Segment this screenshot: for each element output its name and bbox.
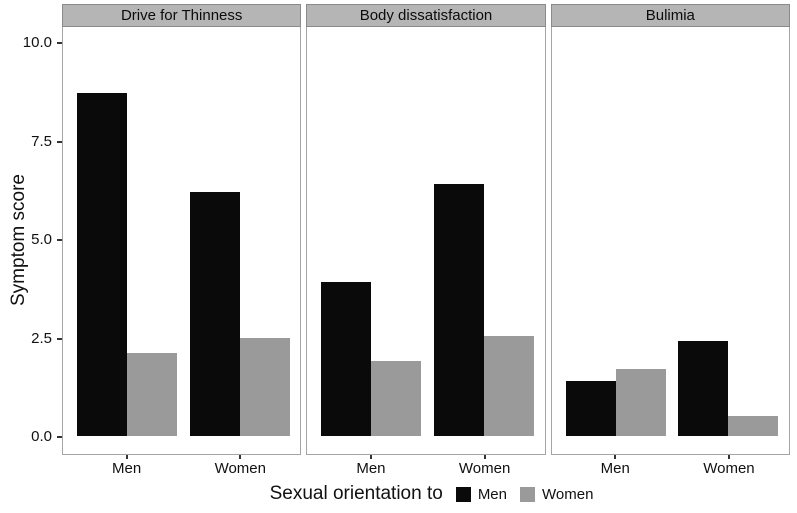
y-tick-label: 2.5 bbox=[31, 329, 52, 347]
y-tick-mark bbox=[57, 337, 62, 340]
y-tick-mark bbox=[57, 140, 62, 143]
bar-women-women bbox=[239, 337, 290, 436]
facet-plot-area bbox=[550, 27, 790, 455]
legend-item-women: Women bbox=[520, 486, 593, 503]
bar-men-men bbox=[565, 380, 616, 436]
facet-panel: Bulimia Men Women bbox=[550, 4, 790, 483]
legend-label-men: Men bbox=[477, 485, 507, 503]
bar-men-men bbox=[321, 282, 372, 436]
bar-women-men bbox=[434, 183, 485, 436]
x-tick-label: Women bbox=[214, 460, 266, 477]
facet-x-axis: Men Women bbox=[551, 455, 790, 483]
facet-panels: Drive for Thinness Men Women Body dissatisf… bbox=[62, 4, 790, 483]
x-tick-mark bbox=[483, 455, 486, 459]
legend: Sexual orientation to Men Women bbox=[0, 483, 797, 505]
bar-men-women bbox=[615, 369, 666, 436]
facet-title: Body dissatisfaction bbox=[306, 4, 546, 27]
facet-panel: Drive for Thinness Men Women bbox=[62, 4, 302, 483]
facet-plot-area bbox=[62, 27, 302, 455]
facet-title: Drive for Thinness bbox=[62, 4, 302, 27]
legend-item-men: Men bbox=[455, 485, 507, 503]
bar-women-women bbox=[484, 335, 535, 436]
y-tick-label: 0.0 bbox=[31, 428, 52, 445]
facet-title: Bulimia bbox=[550, 4, 790, 27]
legend-swatch-men-icon bbox=[455, 486, 471, 502]
legend-label-women: Women bbox=[542, 485, 594, 503]
bar-men-women bbox=[127, 353, 178, 436]
y-tick-mark bbox=[57, 42, 62, 44]
y-tick-label: 10.0 bbox=[22, 34, 52, 51]
bar-women-women bbox=[728, 416, 779, 436]
x-tick-label: Women bbox=[703, 460, 755, 477]
x-tick-label: Men bbox=[600, 460, 630, 477]
y-tick-mark bbox=[57, 436, 62, 438]
x-tick-label: Women bbox=[458, 460, 511, 477]
bar-women-men bbox=[189, 191, 240, 436]
facet-x-axis: Men Women bbox=[62, 455, 301, 483]
legend-swatch-women-icon bbox=[520, 486, 535, 502]
y-tick-label: 5.0 bbox=[31, 231, 52, 248]
bar-men-women bbox=[371, 361, 422, 436]
x-tick-mark bbox=[369, 455, 372, 459]
x-tick-mark bbox=[727, 455, 730, 459]
bar-women-men bbox=[678, 341, 729, 436]
x-tick-label: Men bbox=[356, 460, 386, 477]
x-tick-label: Men bbox=[112, 460, 142, 477]
facet-panel: Body dissatisfaction Men Women bbox=[306, 4, 546, 483]
facet-plot-area bbox=[306, 27, 546, 455]
x-tick-mark bbox=[614, 455, 617, 459]
facet-x-axis: Men Women bbox=[306, 455, 545, 483]
x-tick-mark bbox=[125, 455, 128, 459]
y-axis: 10.0 7.5 5.0 2.5 0.0 bbox=[0, 0, 62, 513]
bar-men-men bbox=[77, 93, 128, 436]
x-tick-mark bbox=[239, 455, 242, 459]
y-tick-mark bbox=[57, 239, 62, 241]
legend-title: Sexual orientation to bbox=[269, 483, 443, 504]
y-tick-label: 7.5 bbox=[31, 132, 52, 150]
